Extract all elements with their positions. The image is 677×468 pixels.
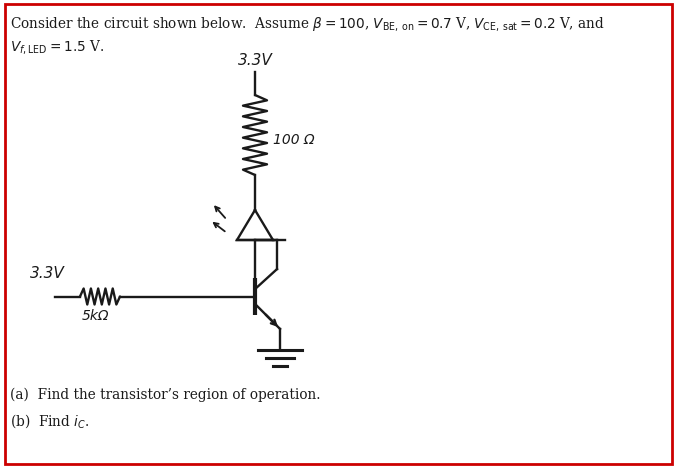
Text: 3.3V: 3.3V [30, 265, 65, 280]
Text: (a)  Find the transistor’s region of operation.: (a) Find the transistor’s region of oper… [10, 388, 320, 402]
Text: 100 Ω: 100 Ω [273, 133, 315, 147]
Text: $V_{f\mathrm{,LED}} = 1.5$ V.: $V_{f\mathrm{,LED}} = 1.5$ V. [10, 38, 104, 56]
Text: 5kΩ: 5kΩ [81, 308, 109, 322]
Text: 3.3V: 3.3V [238, 53, 272, 68]
Text: Consider the circuit shown below.  Assume $\beta = 100$, $V_{\mathrm{BE,\,on}} =: Consider the circuit shown below. Assume… [10, 15, 605, 33]
Text: (b)  Find $i_C$.: (b) Find $i_C$. [10, 412, 89, 430]
